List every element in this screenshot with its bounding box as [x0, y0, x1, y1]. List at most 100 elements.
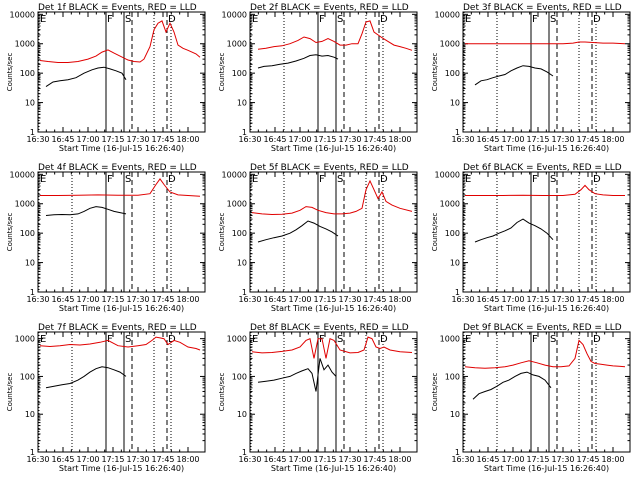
lld-series-line	[465, 184, 625, 196]
x-tick-label: 17:30	[338, 295, 361, 304]
y-axis-label: Counts/sec	[6, 373, 14, 412]
y-tick-label: 10	[237, 259, 247, 268]
y-tick-label: 10	[25, 99, 35, 108]
y-tick-label: 100	[20, 69, 35, 78]
lld-series-line	[257, 20, 413, 51]
lld-series-line	[39, 336, 201, 351]
time-marker-label: S	[550, 334, 556, 345]
x-tick-label: 16:45	[263, 295, 286, 304]
x-tick-label: 17:00	[288, 295, 311, 304]
events-series-line	[45, 366, 127, 389]
y-tick-label: 1000	[227, 335, 247, 344]
y-axis-label: Counts/sec	[431, 53, 439, 92]
chart-title: Det 1f BLACK = Events, RED = LLD	[38, 3, 197, 13]
x-tick-label: 16:30	[238, 295, 261, 304]
x-tick-label: 16:30	[26, 295, 49, 304]
x-tick-label: 17:15	[313, 135, 336, 144]
x-tick-label: 17:15	[526, 455, 549, 464]
y-axis-label: Counts/sec	[431, 213, 439, 252]
x-axis-label: Start Time (16-Jul-15 16:26:40)	[59, 144, 184, 153]
y-tick-label: 100	[445, 69, 460, 78]
chart-title: Det 4f BLACK = Events, RED = LLD	[38, 163, 197, 173]
time-marker-label: E	[252, 334, 258, 345]
time-marker-label: E	[252, 174, 258, 185]
plot-frame	[462, 331, 631, 453]
x-tick-label: 17:30	[338, 135, 361, 144]
x-tick-label: 17:15	[101, 135, 124, 144]
plot-frame	[249, 11, 418, 133]
lld-series-line	[251, 336, 413, 359]
x-tick-label: 17:45	[151, 295, 174, 304]
time-marker-label: S	[337, 14, 343, 25]
x-tick-label: 17:45	[363, 455, 386, 464]
y-tick-label: 1000	[440, 335, 460, 344]
x-axis-label: Start Time (16-Jul-15 16:26:40)	[271, 304, 396, 313]
y-tick-label: 1000	[15, 40, 35, 49]
y-tick-label: 100	[232, 69, 247, 78]
lld-series-line	[39, 20, 201, 63]
events-series-line	[474, 65, 554, 86]
x-tick-label: 17:00	[76, 295, 99, 304]
y-tick-label: 10	[25, 259, 35, 268]
x-tick-label: 16:30	[451, 455, 474, 464]
time-marker-label: F	[532, 334, 538, 345]
x-tick-label: 16:45	[51, 135, 74, 144]
x-tick-label: 17:30	[551, 135, 574, 144]
chart-panel-8: Det 8f BLACK = Events, RED = LLD 1 10 100 10…	[218, 323, 418, 473]
y-tick-label: 1	[242, 128, 247, 137]
x-tick-label: 17:00	[501, 135, 524, 144]
chart-title: Det 9f BLACK = Events, RED = LLD	[463, 323, 622, 333]
time-marker-label: F	[107, 14, 113, 25]
y-axis-label: Counts/sec	[218, 213, 226, 252]
x-tick-label: 17:45	[151, 455, 174, 464]
x-axis-label: Start Time (16-Jul-15 16:26:40)	[59, 464, 184, 473]
x-tick-label: 17:15	[526, 135, 549, 144]
x-tick-label: 18:00	[388, 135, 411, 144]
y-tick-label: 10000	[222, 170, 247, 179]
x-tick-label: 16:45	[51, 295, 74, 304]
lld-series-line	[40, 178, 201, 197]
y-axis-label: Counts/sec	[431, 373, 439, 412]
time-marker-label: D	[380, 14, 388, 25]
x-tick-label: 17:15	[101, 295, 124, 304]
x-axis-label: Start Time (16-Jul-15 16:26:40)	[271, 464, 396, 473]
x-tick-label: 17:45	[576, 295, 599, 304]
x-tick-label: 17:30	[126, 455, 149, 464]
chart-panel-7: Det 7f BLACK = Events, RED = LLD 1 10 100 10…	[6, 323, 206, 473]
y-axis-label: Counts/sec	[6, 53, 14, 92]
y-tick-label: 100	[232, 229, 247, 238]
time-marker-label: D	[593, 334, 601, 345]
y-tick-label: 10	[450, 259, 460, 268]
chart-title: Det 6f BLACK = Events, RED = LLD	[463, 163, 622, 173]
time-marker-label: S	[125, 14, 131, 25]
y-tick-label: 10000	[222, 10, 247, 19]
time-marker-label: E	[465, 174, 471, 185]
time-marker-label: E	[40, 334, 46, 345]
plot-frame	[462, 171, 631, 293]
chart-title: Det 3f BLACK = Events, RED = LLD	[463, 3, 622, 13]
time-marker-label: S	[550, 14, 556, 25]
x-tick-label: 16:30	[238, 455, 261, 464]
time-marker-label: F	[319, 174, 325, 185]
time-marker-label: S	[125, 174, 131, 185]
x-tick-label: 17:45	[363, 295, 386, 304]
time-marker-label: S	[337, 334, 343, 345]
x-tick-label: 18:00	[176, 295, 199, 304]
y-tick-label: 10000	[10, 10, 35, 19]
events-series-line	[472, 371, 552, 400]
time-marker-label: S	[125, 334, 131, 345]
lld-series-line	[465, 41, 626, 45]
time-marker-label: F	[319, 14, 325, 25]
time-marker-label: E	[465, 14, 471, 25]
lld-series-line	[251, 179, 413, 216]
x-tick-label: 17:00	[76, 455, 99, 464]
time-marker-label: E	[465, 334, 471, 345]
y-tick-label: 1000	[227, 40, 247, 49]
time-marker-label: E	[40, 14, 46, 25]
x-tick-label: 16:45	[51, 455, 74, 464]
time-marker-label: D	[168, 334, 176, 345]
y-tick-label: 1	[455, 448, 460, 457]
y-tick-label: 1000	[227, 200, 247, 209]
lld-series-line	[464, 339, 626, 369]
chart-panel-1: Det 1f BLACK = Events, RED = LLD 1 10 100 10…	[6, 3, 206, 153]
